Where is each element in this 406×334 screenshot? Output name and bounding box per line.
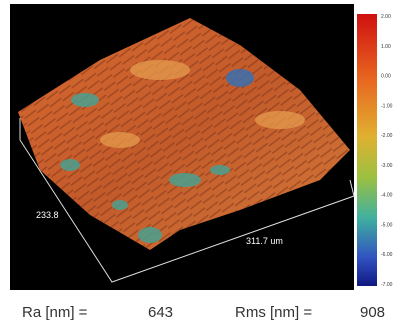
- scale-label: -2.00: [381, 133, 393, 139]
- color-bar: [357, 14, 377, 286]
- scale-label: 2.00: [381, 14, 391, 20]
- rms-label: Rms [nm] =: [235, 304, 313, 321]
- bounding-box: [19, 139, 355, 283]
- scale-label: 0.00: [381, 74, 391, 80]
- ra-value: 643: [148, 304, 174, 321]
- surface-texture: [18, 18, 350, 250]
- ra-label: Ra [nm] =: [22, 304, 88, 321]
- surface-view: 233.8 311.7 um 2.00 1.00 0.00 -1.00 -2.00 -3.…: [10, 4, 393, 290]
- scale-label: -5.00: [381, 222, 393, 228]
- scale-label: 1.00: [381, 44, 391, 50]
- low-regions: [60, 69, 254, 243]
- axis-y-label: 233.8: [36, 210, 59, 220]
- rms-value: 908: [360, 304, 386, 321]
- high-regions: [100, 60, 305, 148]
- axis-x-label: 311.7 um: [246, 236, 283, 246]
- scale-label: -6.00: [381, 252, 393, 258]
- scale-label: -3.00: [381, 163, 393, 169]
- color-scale: 2.00 1.00 0.00 -1.00 -2.00 -3.00 -4.00 -5.00 -6.…: [381, 14, 393, 288]
- scale-label: -1.00: [381, 103, 393, 109]
- scale-label: -7.00: [381, 282, 393, 288]
- scale-label: -4.00: [381, 193, 393, 199]
